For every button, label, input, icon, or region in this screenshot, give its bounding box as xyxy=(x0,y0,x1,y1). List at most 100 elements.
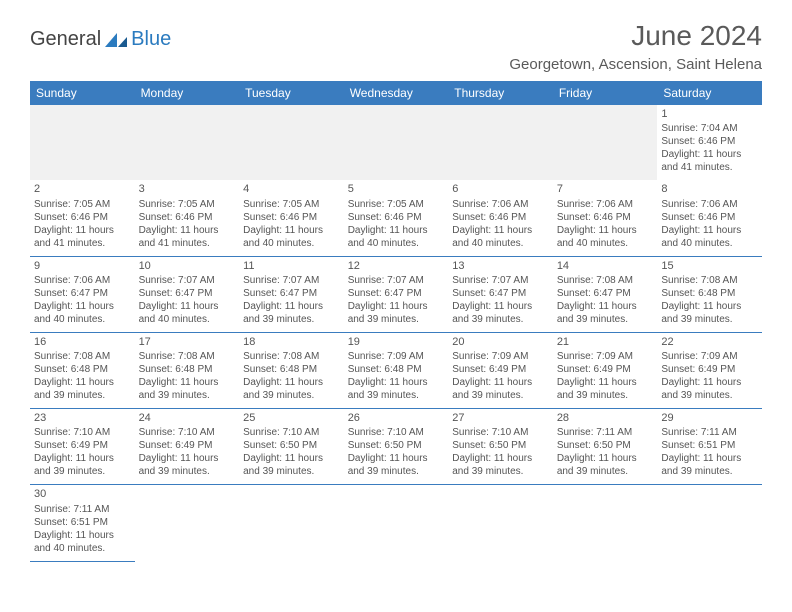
day-number: 15 xyxy=(661,259,758,273)
day-number: 14 xyxy=(557,259,654,273)
daylight-text: and 40 minutes. xyxy=(452,237,549,250)
day-number: 22 xyxy=(661,335,758,349)
daylight-text: and 40 minutes. xyxy=(557,237,654,250)
daylight-text: and 39 minutes. xyxy=(34,389,131,402)
day-number: 16 xyxy=(34,335,131,349)
daylight-text: Daylight: 11 hours xyxy=(139,224,236,237)
sunrise-text: Sunrise: 7:07 AM xyxy=(243,274,340,287)
sunset-text: Sunset: 6:46 PM xyxy=(139,211,236,224)
sunrise-text: Sunrise: 7:04 AM xyxy=(661,122,758,135)
sunrise-text: Sunrise: 7:07 AM xyxy=(348,274,445,287)
day-number: 18 xyxy=(243,335,340,349)
day-number: 13 xyxy=(452,259,549,273)
daylight-text: Daylight: 11 hours xyxy=(243,224,340,237)
sunset-text: Sunset: 6:49 PM xyxy=(139,439,236,452)
day-number: 24 xyxy=(139,411,236,425)
daylight-text: Daylight: 11 hours xyxy=(348,376,445,389)
day-number: 30 xyxy=(34,487,131,501)
daylight-text: Daylight: 11 hours xyxy=(243,376,340,389)
sunset-text: Sunset: 6:46 PM xyxy=(661,211,758,224)
day-number: 9 xyxy=(34,259,131,273)
sunset-text: Sunset: 6:50 PM xyxy=(348,439,445,452)
sunset-text: Sunset: 6:47 PM xyxy=(557,287,654,300)
sunrise-text: Sunrise: 7:10 AM xyxy=(243,426,340,439)
daylight-text: Daylight: 11 hours xyxy=(34,300,131,313)
calendar-day-cell: 29Sunrise: 7:11 AMSunset: 6:51 PMDayligh… xyxy=(657,409,762,485)
sunset-text: Sunset: 6:46 PM xyxy=(348,211,445,224)
daylight-text: Daylight: 11 hours xyxy=(452,300,549,313)
sunrise-text: Sunrise: 7:10 AM xyxy=(139,426,236,439)
sunrise-text: Sunrise: 7:10 AM xyxy=(452,426,549,439)
day-number: 4 xyxy=(243,182,340,196)
sunset-text: Sunset: 6:48 PM xyxy=(34,363,131,376)
calendar-day-cell: 11Sunrise: 7:07 AMSunset: 6:47 PMDayligh… xyxy=(239,256,344,332)
logo-sail-icon xyxy=(103,31,129,49)
sunset-text: Sunset: 6:50 PM xyxy=(243,439,340,452)
calendar-day-cell xyxy=(344,105,449,180)
weekday-header: Sunday xyxy=(30,81,135,105)
sunrise-text: Sunrise: 7:09 AM xyxy=(348,350,445,363)
calendar-day-cell xyxy=(553,485,658,561)
calendar-day-cell: 3Sunrise: 7:05 AMSunset: 6:46 PMDaylight… xyxy=(135,180,240,256)
calendar-day-cell: 8Sunrise: 7:06 AMSunset: 6:46 PMDaylight… xyxy=(657,180,762,256)
weekday-header: Wednesday xyxy=(344,81,449,105)
calendar-day-cell: 19Sunrise: 7:09 AMSunset: 6:48 PMDayligh… xyxy=(344,332,449,408)
weekday-header: Saturday xyxy=(657,81,762,105)
day-number: 21 xyxy=(557,335,654,349)
sunset-text: Sunset: 6:46 PM xyxy=(34,211,131,224)
day-number: 10 xyxy=(139,259,236,273)
sunrise-text: Sunrise: 7:11 AM xyxy=(557,426,654,439)
daylight-text: Daylight: 11 hours xyxy=(34,452,131,465)
calendar-day-cell: 17Sunrise: 7:08 AMSunset: 6:48 PMDayligh… xyxy=(135,332,240,408)
daylight-text: Daylight: 11 hours xyxy=(452,224,549,237)
sunrise-text: Sunrise: 7:11 AM xyxy=(34,503,131,516)
calendar-day-cell: 18Sunrise: 7:08 AMSunset: 6:48 PMDayligh… xyxy=(239,332,344,408)
daylight-text: and 39 minutes. xyxy=(34,465,131,478)
daylight-text: and 40 minutes. xyxy=(139,313,236,326)
sunrise-text: Sunrise: 7:06 AM xyxy=(661,198,758,211)
sunrise-text: Sunrise: 7:05 AM xyxy=(34,198,131,211)
calendar-day-cell: 15Sunrise: 7:08 AMSunset: 6:48 PMDayligh… xyxy=(657,256,762,332)
daylight-text: and 39 minutes. xyxy=(348,313,445,326)
sunset-text: Sunset: 6:49 PM xyxy=(557,363,654,376)
sunrise-text: Sunrise: 7:10 AM xyxy=(348,426,445,439)
sunset-text: Sunset: 6:50 PM xyxy=(557,439,654,452)
calendar-body: 1Sunrise: 7:04 AMSunset: 6:46 PMDaylight… xyxy=(30,105,762,561)
calendar-day-cell: 26Sunrise: 7:10 AMSunset: 6:50 PMDayligh… xyxy=(344,409,449,485)
sunrise-text: Sunrise: 7:05 AM xyxy=(139,198,236,211)
sunrise-text: Sunrise: 7:06 AM xyxy=(34,274,131,287)
weekday-header: Tuesday xyxy=(239,81,344,105)
sunrise-text: Sunrise: 7:10 AM xyxy=(34,426,131,439)
sunrise-text: Sunrise: 7:06 AM xyxy=(557,198,654,211)
calendar-day-cell: 2Sunrise: 7:05 AMSunset: 6:46 PMDaylight… xyxy=(30,180,135,256)
day-number: 28 xyxy=(557,411,654,425)
sunset-text: Sunset: 6:49 PM xyxy=(452,363,549,376)
calendar-day-cell xyxy=(30,105,135,180)
calendar-day-cell: 25Sunrise: 7:10 AMSunset: 6:50 PMDayligh… xyxy=(239,409,344,485)
logo-text-blue: Blue xyxy=(131,28,171,51)
calendar-day-cell: 14Sunrise: 7:08 AMSunset: 6:47 PMDayligh… xyxy=(553,256,658,332)
day-number: 6 xyxy=(452,182,549,196)
sunrise-text: Sunrise: 7:07 AM xyxy=(452,274,549,287)
daylight-text: Daylight: 11 hours xyxy=(348,224,445,237)
daylight-text: and 39 minutes. xyxy=(661,389,758,402)
calendar-week-row: 30Sunrise: 7:11 AMSunset: 6:51 PMDayligh… xyxy=(30,485,762,561)
calendar-day-cell: 20Sunrise: 7:09 AMSunset: 6:49 PMDayligh… xyxy=(448,332,553,408)
day-number: 23 xyxy=(34,411,131,425)
daylight-text: Daylight: 11 hours xyxy=(661,300,758,313)
sunset-text: Sunset: 6:46 PM xyxy=(452,211,549,224)
month-title: June 2024 xyxy=(509,20,762,52)
daylight-text: and 39 minutes. xyxy=(452,465,549,478)
calendar-table: Sunday Monday Tuesday Wednesday Thursday… xyxy=(30,81,762,562)
day-number: 17 xyxy=(139,335,236,349)
sunrise-text: Sunrise: 7:09 AM xyxy=(557,350,654,363)
calendar-day-cell: 1Sunrise: 7:04 AMSunset: 6:46 PMDaylight… xyxy=(657,105,762,180)
calendar-day-cell xyxy=(448,105,553,180)
weekday-header: Thursday xyxy=(448,81,553,105)
weekday-header: Monday xyxy=(135,81,240,105)
sunset-text: Sunset: 6:46 PM xyxy=(243,211,340,224)
day-number: 8 xyxy=(661,182,758,196)
daylight-text: Daylight: 11 hours xyxy=(139,376,236,389)
calendar-day-cell: 4Sunrise: 7:05 AMSunset: 6:46 PMDaylight… xyxy=(239,180,344,256)
weekday-header: Friday xyxy=(553,81,658,105)
